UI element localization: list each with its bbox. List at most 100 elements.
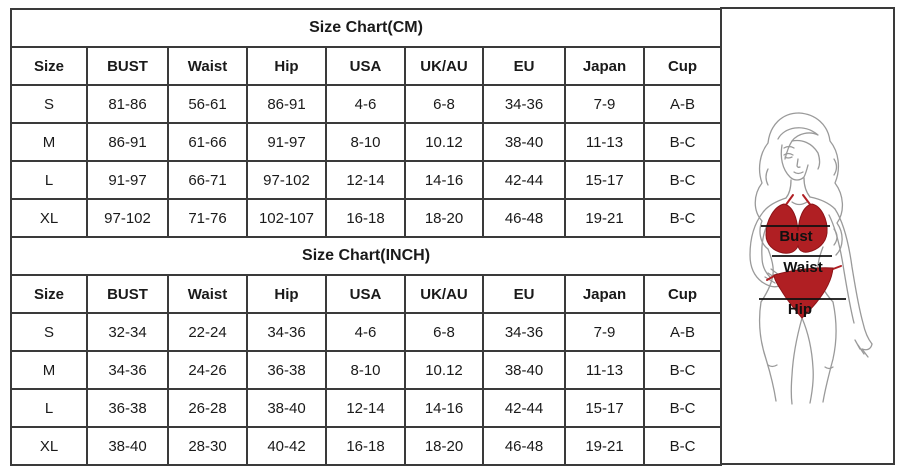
table-cell: 34-36 [482, 312, 566, 352]
table-row: L 91-97 66-71 97-102 12-14 14-16 42-44 15-17 B-C [10, 160, 723, 200]
table-cell: 36-38 [86, 388, 169, 428]
table-cell: B-C [642, 426, 723, 466]
table-cell: B-C [642, 388, 723, 428]
bust-label: Bust [779, 228, 812, 245]
size-chart-table: Size Chart(CM) Size BUST Waist Hip USA UK/AU EU… [9, 8, 723, 466]
table-cell: 11-13 [564, 350, 645, 390]
table-cell: 28-30 [167, 426, 248, 466]
table-row: L 36-38 26-28 38-40 12-14 14-16 42-44 15-17 B-C [10, 388, 723, 428]
table-cell: 36-38 [246, 350, 327, 390]
table-row: M 34-36 24-26 36-38 8-10 10.12 38-40 11-13 B-C [10, 350, 723, 390]
table-cell: 38-40 [86, 426, 169, 466]
table-cell: 46-48 [482, 426, 566, 466]
table-cell: 61-66 [167, 122, 248, 162]
table-cell: XL [10, 426, 88, 466]
table-cell: 16-18 [325, 198, 406, 238]
table-cell: 71-76 [167, 198, 248, 238]
table-cell: 34-36 [482, 84, 566, 124]
bikini-bottom [773, 267, 834, 319]
table-cell: 10.12 [404, 122, 484, 162]
table-cell: 38-40 [246, 388, 327, 428]
table-cell: 16-18 [325, 426, 406, 466]
table-row: M 86-91 61-66 91-97 8-10 10.12 38-40 11-13 B-C [10, 122, 723, 162]
bikini-top [765, 203, 828, 254]
table-cell: B-C [642, 122, 723, 162]
table-cell: S [10, 84, 88, 124]
table-cell: 19-21 [564, 426, 645, 466]
table-cell: 34-36 [86, 350, 169, 390]
table-cell: M [10, 122, 88, 162]
column-header: UK/AU [404, 274, 484, 314]
column-header: Size [10, 274, 88, 314]
table-row: XL 97-102 71-76 102-107 16-18 18-20 46-48 19-21… [10, 198, 723, 238]
table-cell: 38-40 [482, 122, 566, 162]
table-cell: 91-97 [86, 160, 169, 200]
column-header: Waist [167, 274, 248, 314]
table-cell: 14-16 [404, 160, 484, 200]
column-header: Japan [564, 274, 645, 314]
chart-title-row-inch: Size Chart(INCH) [9, 236, 723, 276]
column-header-row-cm: Size BUST Waist Hip USA UK/AU EU Japan Cup [10, 46, 723, 86]
table-cell: L [10, 160, 88, 200]
chart-title-row-cm: Size Chart(CM) [9, 8, 723, 48]
column-header: Hip [246, 274, 327, 314]
table-cell: 66-71 [167, 160, 248, 200]
table-cell: 8-10 [325, 122, 406, 162]
table-cell: 19-21 [564, 198, 645, 238]
bikini-bottom-tie-left [766, 275, 775, 281]
column-header: EU [482, 46, 566, 86]
table-cell: 22-24 [167, 312, 248, 352]
table-cell: 24-26 [167, 350, 248, 390]
table-cell: 11-13 [564, 122, 645, 162]
column-header: UK/AU [404, 46, 484, 86]
table-cell: 91-97 [246, 122, 327, 162]
column-header-row-inch: Size BUST Waist Hip USA UK/AU EU Japan Cup [10, 274, 723, 314]
table-row: S 32-34 22-24 34-36 4-6 6-8 34-36 7-9 A-B [10, 312, 723, 352]
table-cell: 10.12 [404, 350, 484, 390]
table-cell: 40-42 [246, 426, 327, 466]
column-header: Hip [246, 46, 327, 86]
table-cell: S [10, 312, 88, 352]
table-cell: 97-102 [86, 198, 169, 238]
table-cell: 86-91 [246, 84, 327, 124]
table-cell: XL [10, 198, 88, 238]
table-cell: 102-107 [246, 198, 327, 238]
column-header: USA [325, 46, 406, 86]
table-cell: 6-8 [404, 312, 484, 352]
table-cell: 26-28 [167, 388, 248, 428]
table-cell: 18-20 [404, 426, 484, 466]
table-cell: L [10, 388, 88, 428]
column-header: EU [482, 274, 566, 314]
column-header: Size [10, 46, 88, 86]
table-cell: 4-6 [325, 84, 406, 124]
table-cell: 6-8 [404, 84, 484, 124]
table-cell: 7-9 [564, 84, 645, 124]
table-cell: 14-16 [404, 388, 484, 428]
column-header: Japan [564, 46, 645, 86]
column-header: Waist [167, 46, 248, 86]
table-cell: 12-14 [325, 160, 406, 200]
measurement-guide-box: Bust Waist Hip [720, 7, 895, 465]
table-cell: 38-40 [482, 350, 566, 390]
column-header: Cup [642, 46, 723, 86]
woman-outline-sketch [749, 112, 873, 405]
waist-label: Waist [783, 259, 822, 276]
bikini-bottom-tie-right [832, 265, 842, 270]
table-cell: 42-44 [482, 388, 566, 428]
table-cell: A-B [642, 312, 723, 352]
table-cell: A-B [642, 84, 723, 124]
table-cell: 46-48 [482, 198, 566, 238]
table-cell: B-C [642, 198, 723, 238]
table-row: S 81-86 56-61 86-91 4-6 6-8 34-36 7-9 A-B [10, 84, 723, 124]
table-cell: 56-61 [167, 84, 248, 124]
table-cell: B-C [642, 160, 723, 200]
column-header: USA [325, 274, 406, 314]
table-row: XL 38-40 28-30 40-42 16-18 18-20 46-48 19-21 B-C [10, 426, 723, 466]
table-cell: 32-34 [86, 312, 169, 352]
table-cell: 34-36 [246, 312, 327, 352]
table-cell: 18-20 [404, 198, 484, 238]
table-cell: 42-44 [482, 160, 566, 200]
column-header: BUST [86, 46, 169, 86]
woman-measurement-illustration: Bust Waist Hip [749, 112, 873, 405]
